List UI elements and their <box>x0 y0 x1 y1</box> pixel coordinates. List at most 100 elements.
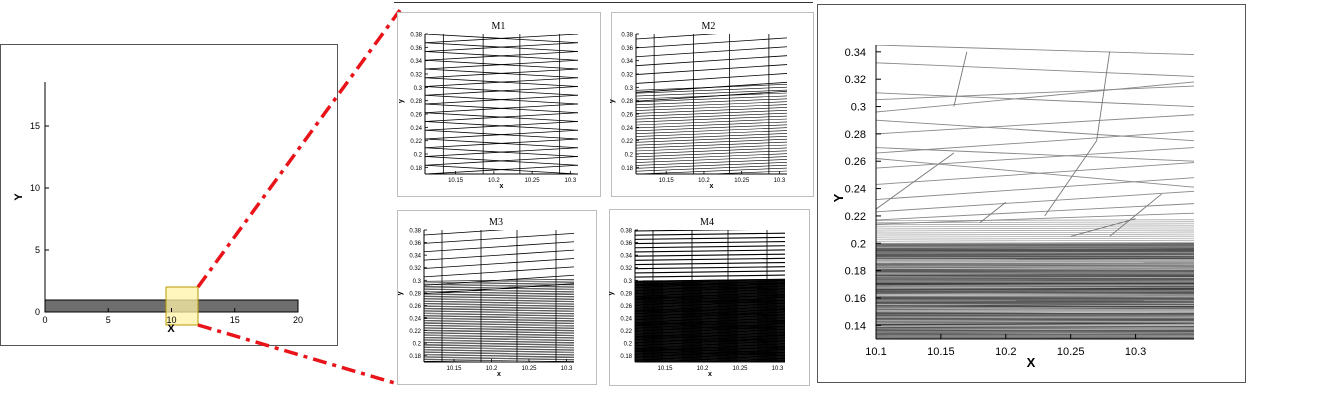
detail-y-tick-label: 0.3 <box>851 102 866 114</box>
mesh-panel-y-tick-label: 0.3 <box>625 86 634 92</box>
mesh-panel-x-tick-label: 10.3 <box>565 178 577 184</box>
mesh-panel-y-tick-label: 0.18 <box>409 354 421 360</box>
mesh-panel-title: M2 <box>702 21 716 32</box>
mesh-panel-x-tick-label: 10.25 <box>732 366 748 372</box>
mesh-panel-y-tick-label: 0.28 <box>620 291 632 297</box>
mesh-lines <box>635 230 785 362</box>
mesh-panel-y-tick-label: 0.22 <box>409 329 421 335</box>
mesh-lines <box>636 34 787 174</box>
mesh-panel-y-tick-label: 0.32 <box>409 266 421 272</box>
mesh-panel-y-axis-label: y <box>398 99 405 103</box>
mesh-panel-y-tick-label: 0.36 <box>621 46 633 52</box>
detail-x-tick-label: 10.1 <box>865 346 886 358</box>
mesh-panel-2: M2 0.18 0.2 0.22 0.24 0.26 0.28 0.3 0.32 0.34 0.36… <box>609 12 814 197</box>
mesh-panel-y-tick-label: 0.3 <box>624 279 633 285</box>
mesh-panel-x-tick-label: 10.15 <box>657 366 673 372</box>
mesh-panel-y-tick-label: 0.2 <box>414 153 423 159</box>
detail-y-tick-label: 0.24 <box>845 184 866 196</box>
mesh-panel-y-tick-label: 0.34 <box>409 254 421 260</box>
mesh-panel-x-tick-label: 10.25 <box>521 366 537 372</box>
mesh-panel-x-tick-label: 10.3 <box>774 178 786 184</box>
zoom-region-highlight <box>165 286 199 326</box>
mesh-panel-y-tick-label: 0.36 <box>410 46 422 52</box>
overview-x-tick-label: 15 <box>230 315 240 325</box>
mesh-panel-x-tick-label: 10.2 <box>697 366 709 372</box>
mesh-panel-x-tick-label: 10.3 <box>561 366 573 372</box>
mesh-panel-x-axis-label: x <box>710 183 714 190</box>
mesh-panel-y-tick-label: 0.2 <box>625 153 634 159</box>
mesh-panel-y-tick-label: 0.18 <box>620 354 632 360</box>
mesh-panel-y-tick-label: 0.22 <box>621 139 633 145</box>
mesh-panel-y-tick-label: 0.38 <box>621 33 633 39</box>
mesh-panel-y-tick-label: 0.2 <box>624 342 633 348</box>
detail-y-axis-label: Y <box>831 193 846 202</box>
mesh-panel-x-tick-label: 10.25 <box>525 178 541 184</box>
overview-x-tick-label: 5 <box>106 315 111 325</box>
overview-plot: 0 5 10 15 20 0 5 10 15 X Y <box>0 44 338 346</box>
mesh-panel-y-tick-label: 0.34 <box>621 59 633 65</box>
mesh-panel-y-tick-label: 0.22 <box>620 329 632 335</box>
mesh-panel-y-tick-label: 0.26 <box>409 304 421 310</box>
mesh-panel-x-tick-label: 10.15 <box>659 178 675 184</box>
mesh-panel-y-tick-label: 0.32 <box>620 266 632 272</box>
mesh-panel-y-tick-label: 0.3 <box>413 279 422 285</box>
overview-y-tick-label: 0 <box>35 307 40 317</box>
mesh-panel-y-tick-label: 0.26 <box>621 113 633 119</box>
detail-x-tick-label: 10.15 <box>927 346 955 358</box>
mesh-panel-y-tick-label: 0.28 <box>410 99 422 105</box>
overview-x-tick-label: 20 <box>293 315 303 325</box>
mesh-panel-y-tick-label: 0.34 <box>410 59 422 65</box>
detail-x-tick-label: 10.2 <box>995 346 1016 358</box>
mesh-panel-title: M3 <box>489 217 503 228</box>
overview-x-axis-label: X <box>167 323 175 335</box>
mesh-panel-y-tick-label: 0.32 <box>410 73 422 79</box>
detail-x-tick-label: 10.25 <box>1057 346 1085 358</box>
mesh-panel-y-axis-label: y <box>608 291 615 295</box>
mesh-panel-4: M4 0.18 0.2 0.22 0.24 0.26 0.28 0.3 0.32 0.34 0.36… <box>608 209 810 386</box>
zoom-connector-bottom <box>197 323 399 386</box>
detail-x-tick-label: 10.3 <box>1125 346 1146 358</box>
mesh-panel-x-tick-label: 10.3 <box>772 366 784 372</box>
mesh-panel-x-tick-label: 10.2 <box>488 178 500 184</box>
mesh-panel-y-tick-label: 0.18 <box>410 166 422 172</box>
mesh-panel-x-tick-label: 10.15 <box>446 366 462 372</box>
mesh-panel-y-tick-label: 0.18 <box>621 166 633 172</box>
overview-y-axis-label: Y <box>13 193 25 201</box>
mesh-panel-y-axis-label: y <box>609 99 616 103</box>
zoom-connector-top <box>196 8 402 289</box>
overview-x-tick-label: 10 <box>166 315 176 325</box>
mesh-panel-x-axis-label: x <box>708 371 712 378</box>
detail-y-tick-label: 0.2 <box>851 238 866 250</box>
mesh-panel-y-axis-label: y <box>397 291 404 295</box>
mesh-panel-y-tick-label: 0.38 <box>410 33 422 39</box>
detail-y-tick-label: 0.16 <box>845 293 866 305</box>
detail-y-tick-label: 0.22 <box>845 211 866 223</box>
mesh-panel-y-tick-label: 0.38 <box>409 229 421 235</box>
mesh-panel-title: M4 <box>700 217 714 228</box>
detail-y-tick-label: 0.18 <box>845 266 866 278</box>
detail-y-tick-label: 0.28 <box>845 129 866 141</box>
mesh-panel-y-tick-label: 0.24 <box>410 126 422 132</box>
mesh-panel-x-axis-label: x <box>500 183 504 190</box>
detail-plot: 10.1 10.15 10.2 10.25 10.3 0.14 0.16 0.18 0.2 0.… <box>817 4 1246 383</box>
mesh-panel-y-tick-label: 0.2 <box>413 342 422 348</box>
mesh-panel-x-tick-label: 10.2 <box>698 178 710 184</box>
mesh-panel-x-axis-label: x <box>497 371 501 378</box>
mesh-panel-y-tick-label: 0.36 <box>409 241 421 247</box>
mesh-panel-y-tick-label: 0.32 <box>621 73 633 79</box>
mesh-panel-y-tick-label: 0.28 <box>621 99 633 105</box>
mesh-panel-y-tick-label: 0.38 <box>620 229 632 235</box>
detail-y-tick-label: 0.14 <box>845 320 866 332</box>
overview-y-tick-label: 10 <box>30 183 40 193</box>
mesh-panel-y-tick-label: 0.24 <box>409 317 421 323</box>
mesh-panel-x-tick-label: 10.2 <box>486 366 498 372</box>
overview-x-tick-label: 0 <box>42 315 47 325</box>
detail-x-axis-label: X <box>1027 355 1036 370</box>
overview-y-tick-label: 5 <box>35 245 40 255</box>
mesh-panel-y-tick-label: 0.3 <box>414 86 423 92</box>
mesh-panel-y-tick-label: 0.24 <box>621 126 633 132</box>
mesh-panel-y-tick-label: 0.36 <box>620 241 632 247</box>
mesh-panel-y-tick-label: 0.26 <box>410 113 422 119</box>
mesh-lines <box>424 230 574 362</box>
